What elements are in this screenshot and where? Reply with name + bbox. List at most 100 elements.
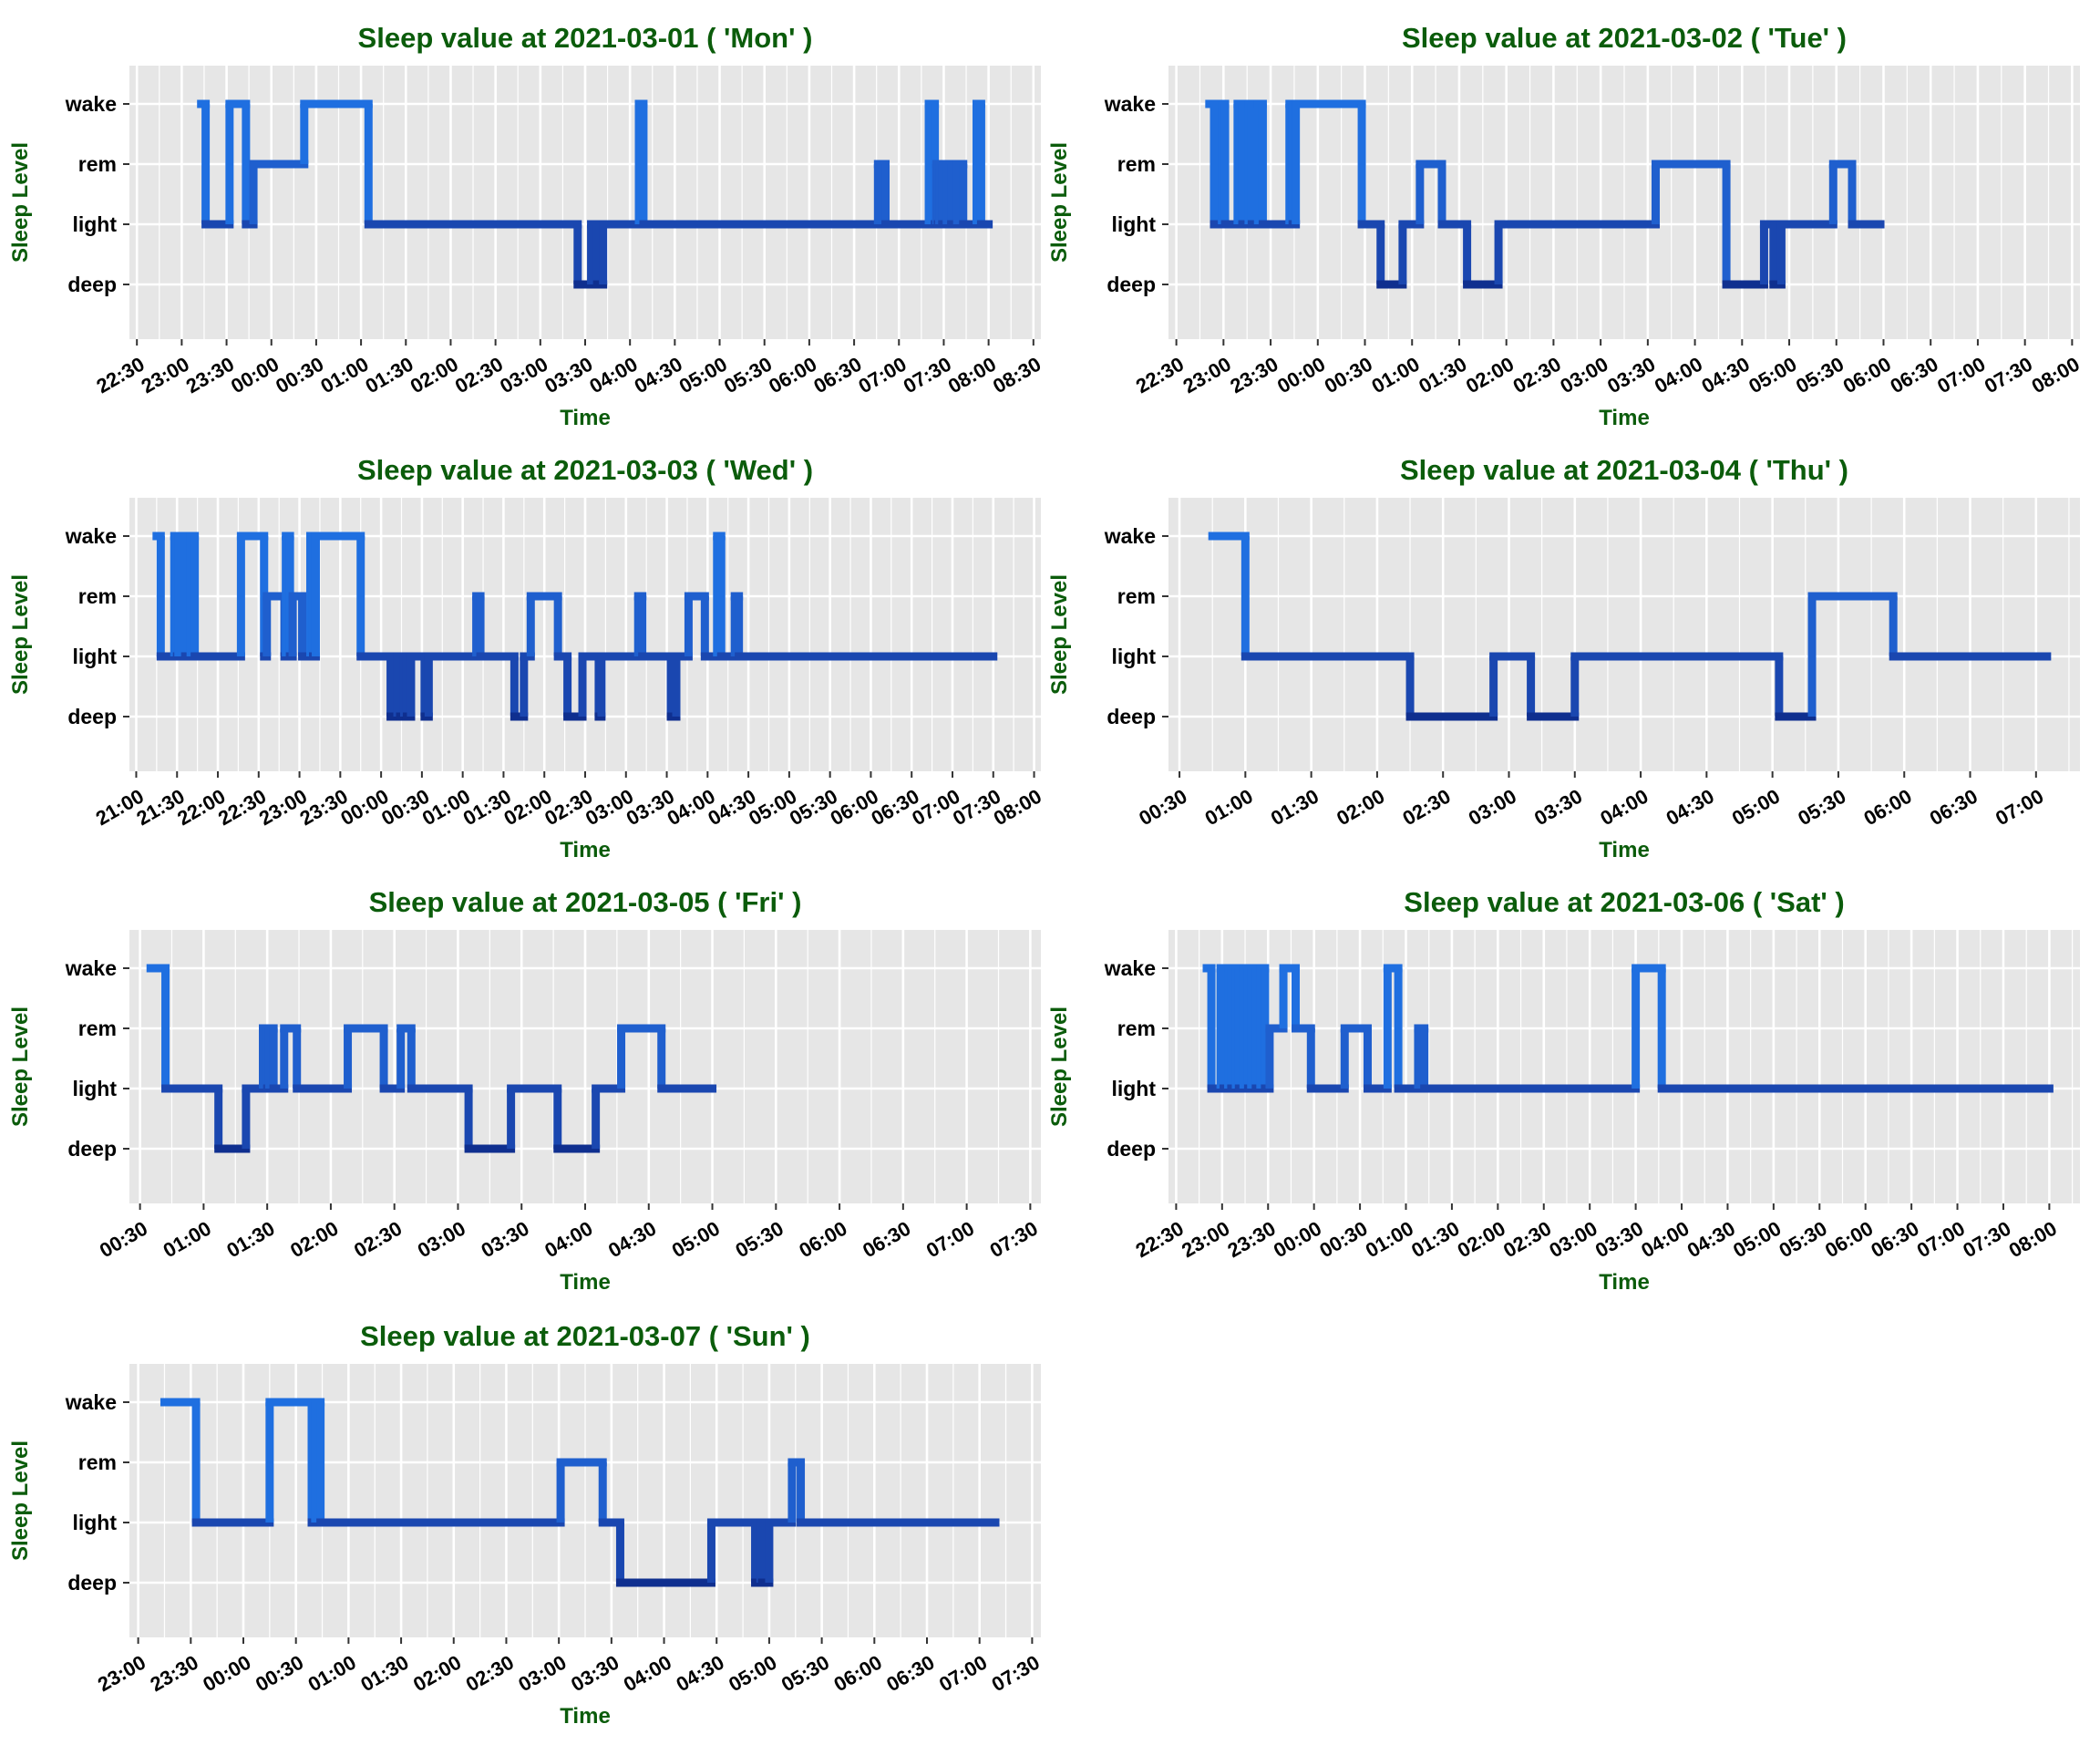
x-tick-label: 05:00: [1729, 1217, 1785, 1263]
x-tick-label: 06:30: [809, 353, 865, 398]
x-tick-label: 02:30: [462, 1651, 518, 1697]
x-tick-label: 04:30: [672, 1651, 727, 1697]
x-tick-label: 06:30: [1926, 785, 1982, 831]
x-tick-label: 05:00: [725, 1651, 780, 1697]
x-tick-label: 08:30: [989, 353, 1045, 398]
chart-panel-3: 21:0021:3022:0022:3023:0023:3000:0000:30…: [8, 454, 1045, 862]
chart-title: Sleep value at 2021-03-05 ( 'Fri' ): [369, 886, 802, 918]
x-tick-label: 23:00: [138, 353, 193, 398]
x-tick-label: 02:00: [409, 1651, 465, 1697]
y-tick-label-light: light: [72, 1511, 117, 1534]
x-axis-label: Time: [560, 838, 611, 862]
x-tick-label: 02:30: [1398, 785, 1454, 831]
chart-title: Sleep value at 2021-03-07 ( 'Sun' ): [360, 1320, 810, 1352]
y-axis-label: Sleep Level: [8, 574, 33, 695]
x-tick-label: 00:00: [1273, 353, 1329, 398]
x-tick-label: 03:00: [414, 1217, 469, 1263]
chart-panel-2: 22:3023:0023:3000:0000:3001:0001:3002:00…: [1047, 22, 2084, 430]
x-tick-label: 03:30: [567, 1651, 623, 1697]
x-tick-label: 04:30: [604, 1217, 660, 1263]
chart-title: Sleep value at 2021-03-03 ( 'Wed' ): [357, 454, 813, 486]
x-tick-label: 03:30: [477, 1217, 532, 1263]
chart-title: Sleep value at 2021-03-02 ( 'Tue' ): [1402, 22, 1847, 54]
x-tick-label: 04:30: [631, 353, 686, 398]
x-tick-label: 03:30: [1530, 785, 1586, 831]
x-tick-label: 22:30: [1132, 1217, 1188, 1263]
y-tick-label-deep: deep: [67, 705, 117, 728]
x-tick-label: 03:00: [1465, 785, 1520, 831]
x-tick-label: 05:30: [777, 1651, 833, 1697]
y-axis-label: Sleep Level: [1047, 574, 1072, 695]
x-tick-label: 00:30: [96, 1217, 151, 1263]
x-tick-label: 04:30: [1662, 785, 1718, 831]
x-tick-label: 23:30: [182, 353, 238, 398]
x-tick-label: 02:30: [1499, 1217, 1555, 1263]
y-tick-label-wake: wake: [65, 1390, 117, 1414]
y-tick-label-light: light: [72, 1077, 117, 1100]
x-tick-label: 03:30: [1603, 353, 1659, 398]
x-tick-label: 04:00: [585, 353, 641, 398]
x-tick-label: 02:00: [1454, 1217, 1509, 1263]
x-tick-label: 03:30: [1591, 1217, 1647, 1263]
x-tick-label: 04:30: [1698, 353, 1754, 398]
chart-panel-6: 22:3023:0023:3000:0000:3001:0001:3002:00…: [1047, 886, 2080, 1295]
y-tick-label-light: light: [1111, 212, 1156, 236]
x-tick-label: 07:30: [986, 1217, 1042, 1263]
x-tick-label: 01:00: [1368, 353, 1424, 398]
x-tick-label: 07:00: [935, 1651, 991, 1697]
x-tick-label: 07:30: [1959, 1217, 2014, 1263]
x-tick-label: 07:30: [900, 353, 955, 398]
x-tick-label: 06:00: [795, 1217, 850, 1263]
x-tick-label: 03:00: [1545, 1217, 1601, 1263]
x-tick-label: 05:00: [1728, 785, 1784, 831]
x-tick-label: 23:30: [1226, 353, 1282, 398]
y-axis-label: Sleep Level: [1047, 1007, 1072, 1127]
x-tick-label: 08:00: [990, 785, 1045, 831]
chart-title: Sleep value at 2021-03-04 ( 'Thu' ): [1400, 454, 1848, 486]
x-axis-label: Time: [560, 406, 611, 430]
x-tick-label: 07:00: [855, 353, 911, 398]
chart-panel-5: 00:30 01:00 01:30 02:00 02:30 03:00 03:30 04:00…: [8, 886, 1042, 1295]
x-tick-label: 06:00: [1821, 1217, 1877, 1263]
y-tick-label-wake: wake: [1104, 524, 1156, 548]
x-tick-label: 05:30: [720, 353, 776, 398]
y-tick-label-deep: deep: [1107, 705, 1156, 728]
x-tick-label: 03:30: [540, 353, 596, 398]
x-tick-label: 06:00: [1839, 353, 1895, 398]
x-tick-label: 00:30: [252, 1651, 307, 1697]
y-tick-label-light: light: [72, 212, 117, 236]
x-axis-label: Time: [1599, 406, 1650, 430]
x-tick-label: 07:30: [1981, 353, 2036, 398]
x-tick-label: 06:30: [859, 1217, 914, 1263]
y-tick-label-wake: wake: [65, 92, 117, 116]
x-tick-label: 01:00: [1201, 785, 1257, 831]
x-tick-label: 05:30: [1776, 1217, 1831, 1263]
y-tick-label-rem: rem: [1117, 1017, 1156, 1040]
x-tick-label: 00:30: [1321, 353, 1376, 398]
x-axis-label: Time: [560, 1704, 611, 1729]
x-tick-label: 01:30: [362, 353, 417, 398]
x-tick-label: 05:00: [675, 353, 731, 398]
x-tick-label: 07:00: [922, 1217, 978, 1263]
x-tick-label: 01:00: [1362, 1217, 1417, 1263]
y-tick-label-rem: rem: [1117, 584, 1156, 608]
x-tick-label: 05:30: [1794, 785, 1849, 831]
x-tick-label: 05:00: [668, 1217, 724, 1263]
x-axis-label: Time: [560, 1270, 611, 1295]
x-tick-label: 23:30: [147, 1651, 202, 1697]
x-tick-label: 00:30: [1135, 785, 1190, 831]
y-tick-label-rem: rem: [78, 1450, 117, 1474]
x-tick-label: 22:30: [92, 353, 148, 398]
y-tick-label-light: light: [1111, 645, 1156, 668]
x-tick-label: 02:00: [1462, 353, 1518, 398]
x-tick-label: 01:00: [316, 353, 372, 398]
y-tick-label-light: light: [72, 645, 117, 668]
x-tick-label: 07:00: [1913, 1217, 1969, 1263]
y-tick-label-light: light: [1111, 1077, 1156, 1100]
x-tick-label: 23:00: [1178, 1217, 1233, 1263]
chart-title: Sleep value at 2021-03-01 ( 'Mon' ): [358, 22, 813, 54]
x-tick-label: 03:00: [514, 1651, 570, 1697]
x-tick-label: 07:00: [1933, 353, 1989, 398]
x-tick-label: 05:00: [1745, 353, 1800, 398]
